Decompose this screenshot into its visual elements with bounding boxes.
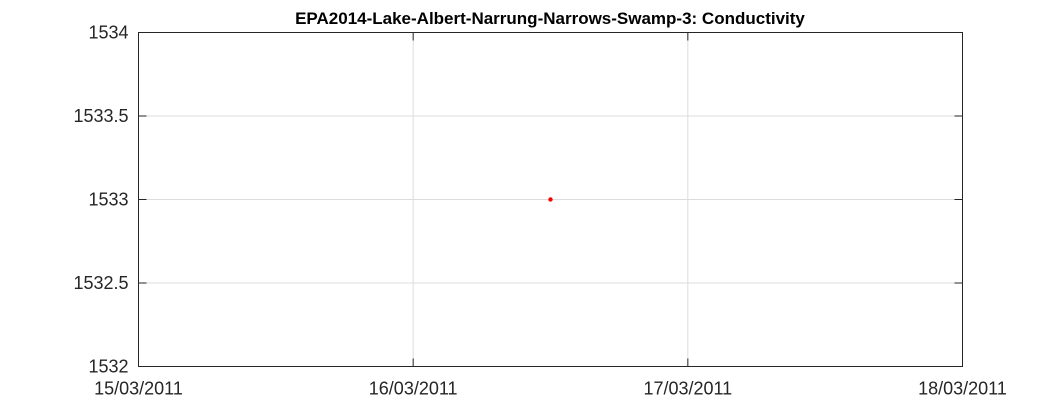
y-tick-label: 1534 (88, 23, 128, 43)
y-tick-label: 1533.5 (73, 106, 128, 126)
x-tick-label: 15/03/2011 (94, 379, 183, 399)
tick-labels: 15/03/2011 16/03/2011 17/03/2011 18/03/2011… (73, 23, 1006, 399)
axis-ticks (138, 32, 963, 367)
x-tick-label: 17/03/2011 (643, 379, 732, 399)
y-tick-label: 1532.5 (73, 273, 128, 293)
x-tick-label: 16/03/2011 (369, 379, 458, 399)
chart-title: EPA2014-Lake-Albert-Narrung-Narrows-Swam… (295, 9, 805, 28)
x-tick-label: 18/03/2011 (918, 379, 1007, 399)
data-point (548, 197, 553, 202)
y-tick-label: 1532 (88, 357, 128, 377)
data-points (548, 197, 553, 202)
y-tick-label: 1533 (88, 190, 128, 210)
